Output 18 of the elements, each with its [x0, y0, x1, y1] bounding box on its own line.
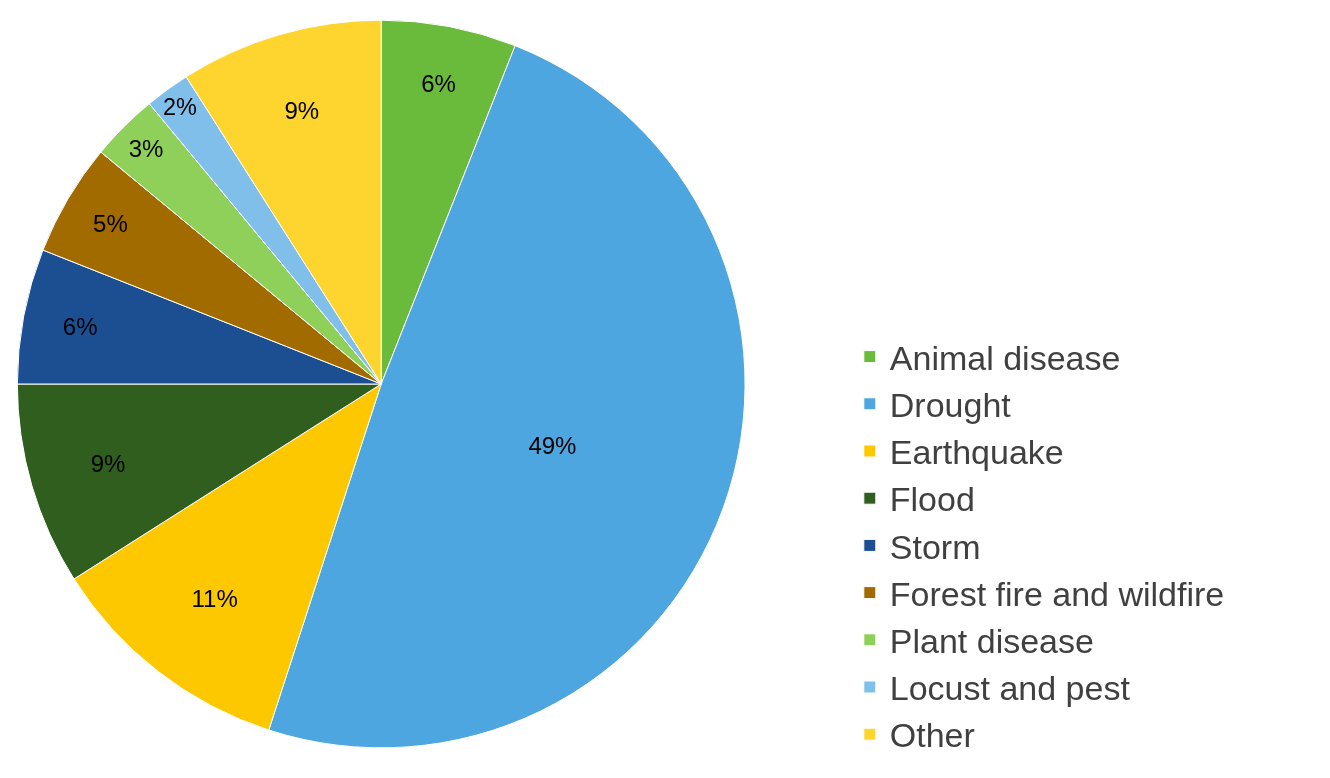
data-label: 11%	[191, 585, 238, 613]
data-label: 6%	[62, 313, 98, 341]
legend-label: Earthquake	[889, 433, 1064, 472]
data-label: 6%	[421, 69, 456, 97]
data-label: 5%	[93, 210, 128, 238]
data-label: 3%	[128, 135, 164, 163]
data-label: 9%	[90, 449, 126, 477]
legend-label: Storm	[889, 527, 981, 566]
data-label: 2%	[163, 94, 198, 121]
legend-label: Flood	[889, 480, 975, 519]
legend-label: Locust and pest	[889, 669, 1131, 708]
data-label: 9%	[284, 97, 320, 125]
legend-label: Other	[889, 716, 975, 755]
legend-label: Animal disease	[889, 338, 1121, 377]
legend-label: Forest fire and wildfire	[889, 574, 1225, 613]
legend-label: Plant disease	[889, 622, 1094, 661]
legend-label: Drought	[889, 386, 1012, 425]
data-label: 49%	[528, 432, 577, 460]
